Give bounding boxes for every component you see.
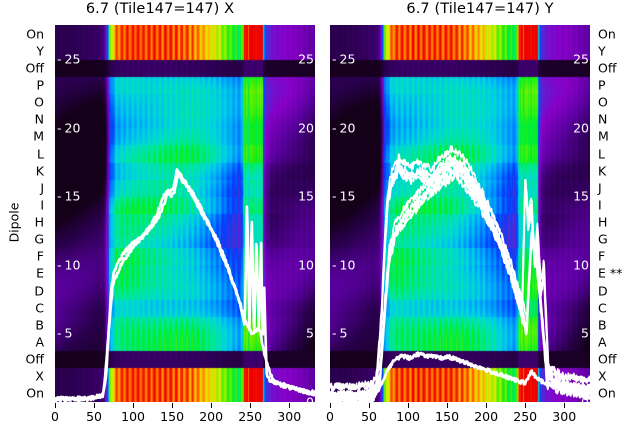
dipole-label-X: X bbox=[598, 368, 607, 384]
dipole-label-H: H bbox=[598, 214, 608, 230]
dipole-label-I: I bbox=[598, 197, 602, 213]
panel-y-x-axis: 0 50 100 150 200 250 300 bbox=[326, 403, 590, 433]
dipole-label-On: On bbox=[26, 26, 44, 42]
dipole-label-O: O bbox=[34, 94, 44, 110]
dipole-label-Y: Y bbox=[36, 43, 44, 59]
dipole-label-B: B bbox=[35, 317, 44, 333]
xtick-mark bbox=[172, 403, 174, 408]
xtick-label: 250 bbox=[238, 409, 263, 424]
dipole-label-I: I bbox=[40, 197, 44, 213]
panel-x-x-axis: 0 50 100 150 200 250 300 bbox=[51, 403, 315, 433]
dipole-label-D: D bbox=[598, 283, 608, 299]
xtick-mark bbox=[55, 403, 56, 408]
curve-panel-y-0 bbox=[330, 161, 590, 402]
dipole-label-D: D bbox=[34, 283, 44, 299]
dipole-label-L: L bbox=[598, 146, 605, 162]
dipole-label-N: N bbox=[34, 111, 44, 127]
xtick-mark bbox=[330, 403, 331, 408]
xtick-label: 150 bbox=[160, 409, 185, 424]
dipole-label-Off: Off bbox=[25, 60, 44, 76]
dipole-label-X: X bbox=[35, 368, 44, 384]
dipole-label-A: A bbox=[35, 334, 44, 350]
dipole-label-On: On bbox=[598, 26, 616, 42]
panel-x-plot-area[interactable]: -0 0-5 5-10 10-15 15-20 20-25 25 bbox=[55, 25, 315, 402]
heatmap-panel-x bbox=[55, 25, 315, 402]
curves-panel-x bbox=[55, 168, 315, 402]
panel-x-title: 6.7 (Tile147=147) X bbox=[85, 1, 235, 17]
dipole-label-Y: Y bbox=[598, 43, 606, 59]
xtick-mark bbox=[447, 403, 449, 408]
dipole-label-L: L bbox=[37, 146, 44, 162]
curve-panel-y-0 bbox=[330, 158, 590, 402]
dipole-label-P: P bbox=[36, 77, 44, 93]
xtick-label: 150 bbox=[435, 409, 460, 424]
xtick-label: 0 bbox=[326, 409, 334, 424]
xtick-label: 50 bbox=[86, 409, 102, 424]
xtick-mark bbox=[486, 403, 488, 408]
dipole-label-Off: Off bbox=[25, 351, 44, 367]
curve-panel-x-0 bbox=[55, 168, 315, 402]
xtick-mark bbox=[289, 403, 291, 408]
panel-y: 6.7 (Tile147=147) Y -0 0-5 5-10 10-15 15-20 2… bbox=[320, 0, 640, 440]
xtick-mark bbox=[211, 403, 213, 408]
curve-panel-x-1 bbox=[55, 173, 315, 402]
dipole-label-M: M bbox=[598, 128, 609, 144]
xtick-label: 300 bbox=[552, 409, 577, 424]
xtick-mark bbox=[133, 403, 135, 408]
xtick-label: 300 bbox=[277, 409, 302, 424]
dipole-label-On: On bbox=[598, 385, 616, 401]
dipole-label-M: M bbox=[33, 128, 44, 144]
xtick-mark bbox=[564, 403, 566, 408]
xtick-label: 50 bbox=[361, 409, 377, 424]
dipole-label-K: K bbox=[35, 163, 44, 179]
dipole-label-Off: Off bbox=[598, 351, 617, 367]
xtick-mark bbox=[94, 403, 96, 408]
dipole-label-N: N bbox=[598, 111, 608, 127]
xtick-label: 200 bbox=[474, 409, 499, 424]
curve-panel-y-1 bbox=[330, 156, 590, 391]
dipole-label-E: E bbox=[36, 265, 44, 281]
xtick-mark bbox=[250, 403, 252, 408]
dipole-label-F: F bbox=[598, 248, 606, 264]
panel-y-plot-area[interactable]: -0 0-5 5-10 10-15 15-20 20-25 25 bbox=[330, 25, 590, 402]
dipole-label-B: B bbox=[598, 317, 607, 333]
xtick-label: 100 bbox=[121, 409, 145, 424]
dipole-label-Off: Off bbox=[598, 60, 617, 76]
dipole-label-A: A bbox=[598, 334, 607, 350]
curves-panel-y bbox=[330, 145, 590, 402]
dipole-label-On: On bbox=[26, 385, 44, 401]
dipole-label-O: O bbox=[598, 94, 608, 110]
xtick-mark bbox=[408, 403, 410, 408]
dipole-label-P: P bbox=[598, 77, 606, 93]
dipole-label-C: C bbox=[35, 300, 44, 316]
dipole-label-K: K bbox=[598, 163, 607, 179]
dipole-label-E: E ** bbox=[598, 265, 623, 281]
dipole-label-G: G bbox=[34, 231, 44, 247]
dipole-label-J: J bbox=[40, 180, 44, 196]
xtick-label: 250 bbox=[513, 409, 538, 424]
dipole-label-H: H bbox=[34, 214, 44, 230]
dipole-label-F: F bbox=[36, 248, 44, 264]
xtick-mark bbox=[525, 403, 527, 408]
xtick-mark bbox=[369, 403, 371, 408]
curve-panel-y-2 bbox=[330, 351, 590, 399]
dipole-label-C: C bbox=[598, 300, 607, 316]
xtick-label: 200 bbox=[199, 409, 224, 424]
panel-y-title: 6.7 (Tile147=147) Y bbox=[406, 1, 554, 17]
dipole-label-G: G bbox=[598, 231, 608, 247]
panel-x: 6.7 (Tile147=147) X -0 0-5 5-10 10-15 15-20 2… bbox=[51, 1, 315, 433]
dipole-label-J: J bbox=[598, 180, 602, 196]
xtick-label: 0 bbox=[51, 409, 59, 424]
xtick-label: 100 bbox=[396, 409, 420, 424]
